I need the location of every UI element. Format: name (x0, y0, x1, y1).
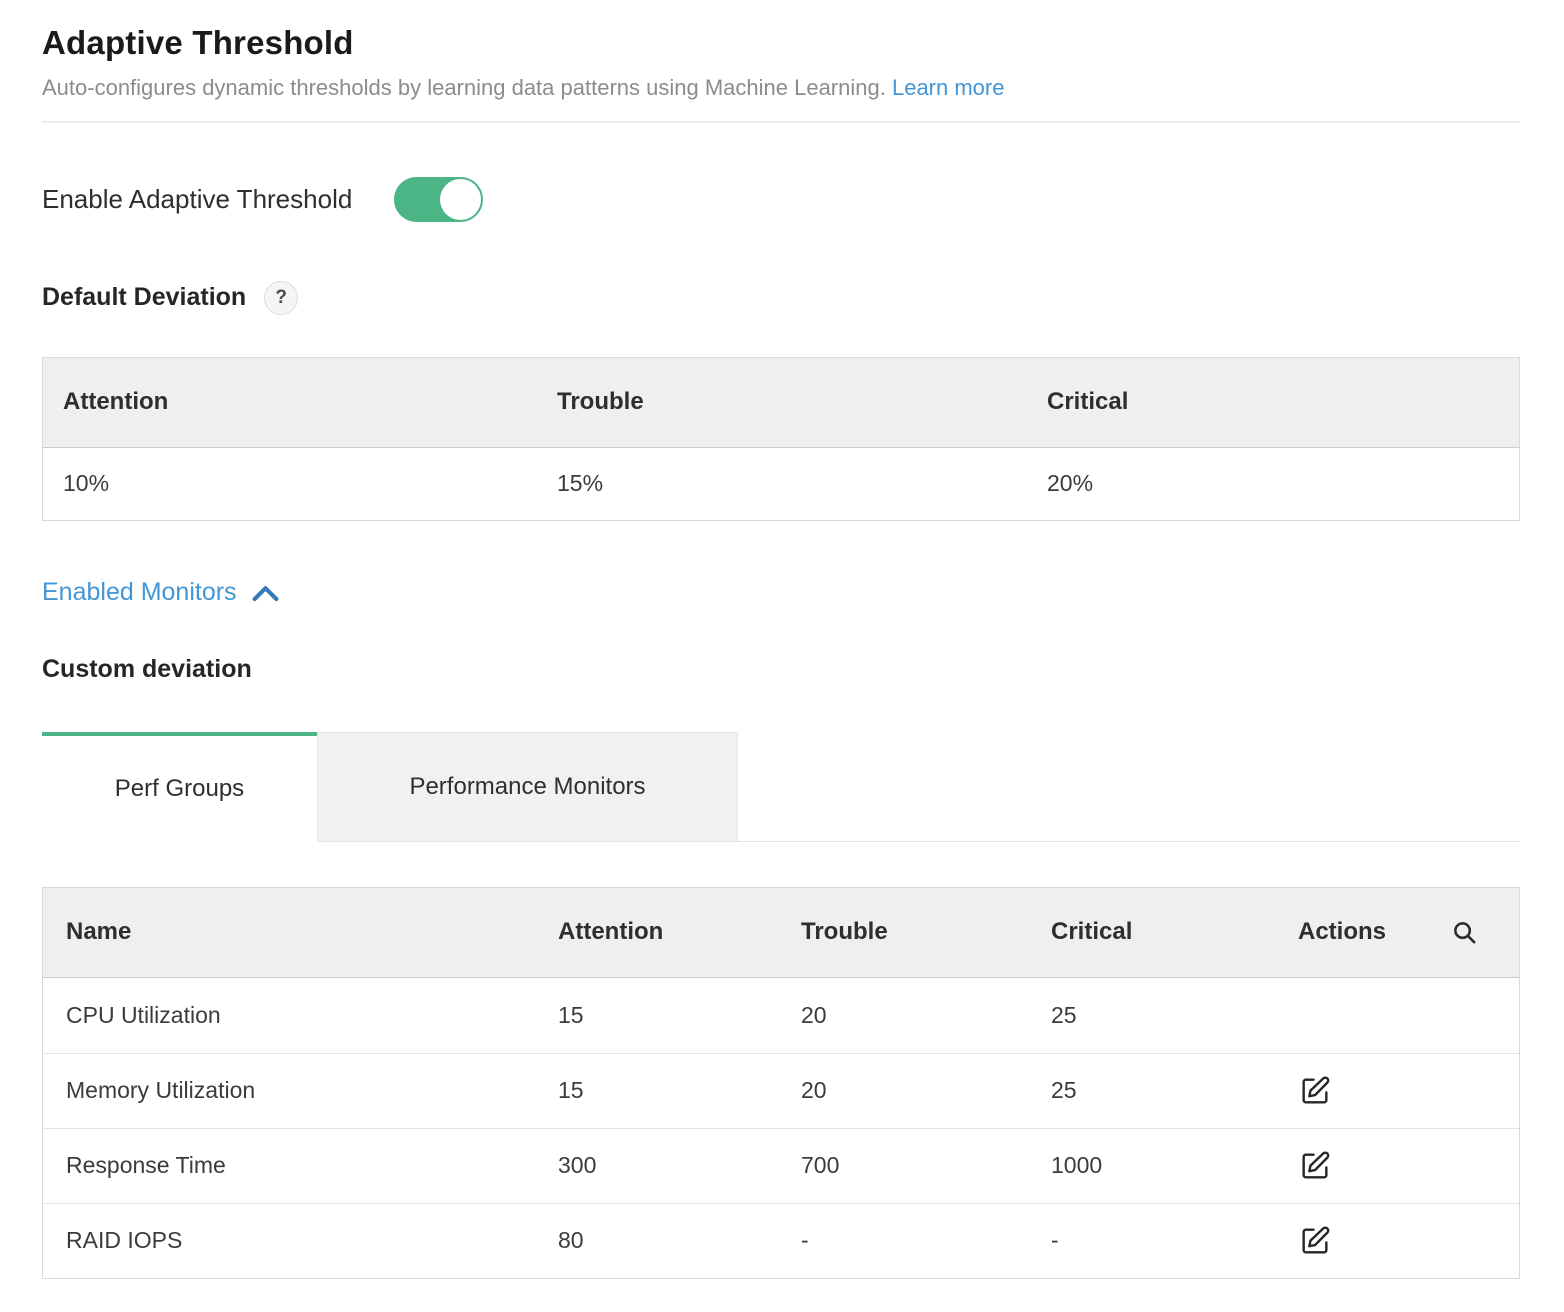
column-header-critical: Critical (1047, 388, 1129, 416)
perf-groups-table-header: Name Attention Trouble Critical Actions (43, 887, 1519, 978)
monitor-name: Memory Utilization (66, 1077, 256, 1104)
critical-value: 1000 (1051, 1152, 1103, 1179)
help-icon[interactable]: ? (264, 280, 299, 315)
monitor-name: RAID IOPS (66, 1227, 183, 1254)
perf-groups-table: Name Attention Trouble Critical Actions … (42, 886, 1520, 1279)
search-icon[interactable] (1451, 918, 1479, 946)
default-deviation-values-row: 10% 15% 20% (43, 448, 1519, 520)
learn-more-link[interactable]: Learn more (891, 75, 1005, 101)
column-header-attention: Attention (558, 918, 664, 946)
attention-value: 15 (558, 1077, 584, 1104)
page-subtitle-text: Auto-configures dynamic thresholds by le… (42, 75, 886, 101)
default-deviation-heading: Default Deviation (42, 283, 247, 312)
trouble-value: 20 (801, 1077, 827, 1104)
edit-button[interactable] (1298, 997, 1334, 1033)
column-header-trouble: Trouble (801, 918, 888, 946)
monitor-name: Response Time (66, 1152, 226, 1179)
edit-button[interactable] (1298, 1223, 1334, 1259)
trouble-value: 700 (801, 1152, 840, 1179)
adaptive-threshold-page: Adaptive Threshold Auto-configures dynam… (42, 24, 1520, 1279)
default-deviation-table-header: Attention Trouble Critical (43, 357, 1519, 448)
default-deviation-table: Attention Trouble Critical 10% 15% 20% (42, 356, 1520, 521)
default-deviation-heading-row: Default Deviation ? (42, 280, 1520, 315)
column-header-attention: Attention (63, 388, 169, 416)
attention-value: 15 (558, 1001, 584, 1028)
enable-adaptive-threshold-toggle[interactable] (394, 177, 484, 223)
enable-toggle-label: Enable Adaptive Threshold (42, 184, 353, 215)
table-row: Response Time 300 700 1000 (43, 1127, 1519, 1203)
critical-value: 25 (1051, 1001, 1077, 1028)
attention-value: 10% (63, 470, 110, 497)
enable-toggle-row: Enable Adaptive Threshold (42, 177, 1520, 223)
chevron-up-icon (251, 583, 280, 603)
critical-value: - (1051, 1227, 1059, 1254)
enabled-monitors-link[interactable]: Enabled Monitors (42, 577, 280, 609)
attention-value: 300 (558, 1152, 597, 1179)
edit-button[interactable] (1298, 1073, 1334, 1109)
trouble-value: 15% (557, 470, 604, 497)
column-header-trouble: Trouble (557, 388, 644, 416)
table-row: RAID IOPS 80 - - (43, 1202, 1519, 1278)
enabled-monitors-label: Enabled Monitors (42, 578, 237, 607)
critical-value: 20% (1047, 470, 1094, 497)
page-title: Adaptive Threshold (42, 24, 354, 61)
column-header-actions: Actions (1298, 918, 1387, 946)
custom-deviation-heading: Custom deviation (42, 654, 252, 683)
critical-value: 25 (1051, 1077, 1077, 1104)
monitor-name: CPU Utilization (66, 1001, 221, 1028)
header-divider (42, 120, 1520, 123)
toggle-knob (440, 179, 482, 221)
edit-button[interactable] (1298, 1148, 1334, 1184)
tab-performance-monitors[interactable]: Performance Monitors (317, 731, 738, 841)
attention-value: 80 (558, 1227, 584, 1254)
trouble-value: - (801, 1227, 809, 1254)
column-header-critical: Critical (1051, 918, 1133, 946)
table-row: Memory Utilization 15 20 25 (43, 1052, 1519, 1128)
trouble-value: 20 (801, 1001, 827, 1028)
table-row: CPU Utilization 15 20 25 (43, 978, 1519, 1053)
tab-perf-groups[interactable]: Perf Groups (42, 731, 317, 842)
column-header-name: Name (66, 918, 132, 946)
custom-deviation-tabs: Perf Groups Performance Monitors (42, 731, 1520, 842)
page-subtitle: Auto-configures dynamic thresholds by le… (42, 75, 1520, 101)
